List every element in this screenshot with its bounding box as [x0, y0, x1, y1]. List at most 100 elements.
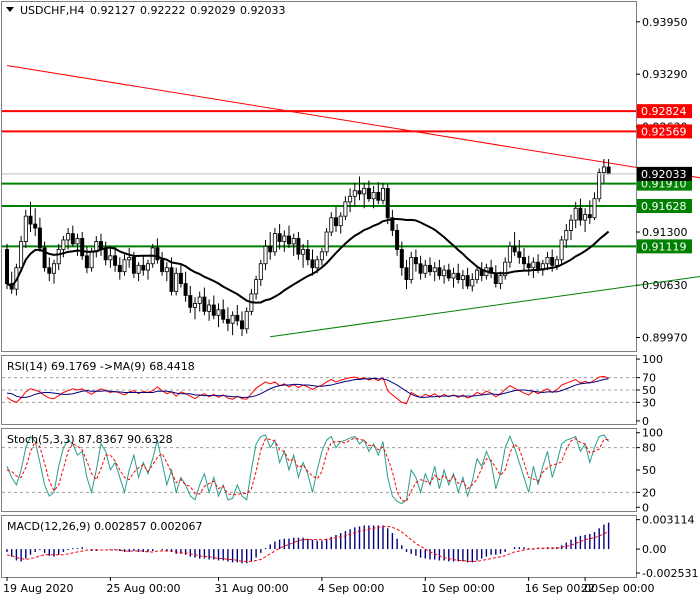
- bear-candle: [42, 247, 47, 269]
- stoch-tick-label: 100: [642, 427, 663, 440]
- bear-candle: [427, 264, 432, 273]
- bear-candle: [305, 249, 310, 261]
- bull-candle: [380, 187, 385, 201]
- bear-candle: [385, 187, 390, 219]
- bull-candle: [127, 257, 132, 261]
- bull-candle: [122, 259, 127, 273]
- bull-candle: [352, 190, 357, 197]
- bull-candle: [601, 166, 606, 173]
- bull-candle: [197, 296, 202, 304]
- rsi-title: RSI(14) 69.1769 ->MA(9) 68.4418: [7, 360, 195, 373]
- bear-candle: [512, 245, 517, 253]
- bear-candle: [522, 257, 527, 265]
- bull-candle: [216, 309, 221, 316]
- level-price-tag: [637, 199, 692, 214]
- bull-candle: [597, 172, 602, 200]
- bull-candle: [474, 269, 479, 281]
- bull-candle: [315, 259, 320, 269]
- bear-candle: [155, 247, 160, 261]
- bull-candle: [559, 239, 564, 261]
- price-panel-frame: [1, 1, 637, 352]
- bull-candle: [531, 261, 536, 269]
- time-tick-label: 16 Sep 00:00: [525, 582, 598, 595]
- bull-candle: [507, 245, 512, 263]
- bull-candle: [23, 215, 28, 242]
- level-price-label: 0.91910: [641, 178, 687, 191]
- bull-candle: [19, 241, 24, 269]
- macd-title: MACD(12,26,9) 0.002857 0.002067: [7, 520, 203, 533]
- macd-tick-label: 0.003114: [642, 514, 695, 527]
- bull-candle: [348, 195, 353, 203]
- bull-candle: [108, 255, 113, 261]
- bull-candle: [301, 249, 306, 255]
- level-price-label: 0.92824: [641, 105, 687, 118]
- stoch-tick-label: 80: [642, 442, 656, 455]
- macd-panel: 0.003114 0.00 -0.002531: [6, 514, 698, 580]
- bull-candle: [192, 303, 197, 308]
- descending-resistance-trendline: [6, 64, 700, 179]
- bull-candle: [470, 279, 475, 287]
- price-tick-label: 0.90630: [642, 279, 688, 292]
- bear-candle: [413, 257, 418, 265]
- bear-candle: [376, 191, 381, 201]
- bear-candle: [465, 275, 470, 287]
- bull-candle: [338, 215, 343, 227]
- bull-candle: [61, 239, 66, 250]
- bear-candle: [517, 251, 522, 258]
- bear-candle: [310, 259, 315, 269]
- bull-candle: [254, 279, 259, 295]
- bull-candle: [460, 275, 465, 281]
- time-tick-label: 19 Aug 2020: [3, 582, 73, 595]
- bear-candle: [395, 230, 400, 250]
- symbol-title: USDCHF,H4: [20, 4, 85, 17]
- bear-candle: [225, 318, 230, 324]
- time-tick-label: 22 Sep 00:00: [581, 582, 654, 595]
- bull-candle: [230, 314, 235, 324]
- bull-candle: [573, 207, 578, 221]
- bull-candle: [362, 187, 367, 195]
- price-tick-label: 0.93950: [642, 16, 688, 29]
- bull-candle: [244, 310, 249, 330]
- bull-candle: [164, 267, 169, 273]
- bear-candle: [268, 245, 273, 253]
- bear-candle: [277, 233, 282, 242]
- bear-candle: [84, 255, 89, 269]
- bear-candle: [47, 267, 52, 274]
- bull-candle: [564, 230, 569, 241]
- bear-candle: [286, 235, 291, 245]
- macd-tick-label: -0.002531: [642, 567, 698, 580]
- bull-candle: [291, 237, 296, 245]
- bear-candle: [211, 304, 216, 316]
- bear-candle: [80, 237, 85, 257]
- bear-candle: [550, 257, 555, 266]
- bear-candle: [5, 249, 10, 284]
- ohlc-close: 0.92033: [240, 4, 286, 17]
- bear-candle: [437, 267, 442, 277]
- level-price-label: 0.91119: [641, 240, 687, 253]
- stoch-title: Stoch(5,3,3) 87.8367 90.6328: [7, 433, 173, 446]
- rsi-tick-label: 100: [642, 353, 663, 366]
- price-tick-label: 0.89970: [642, 332, 688, 345]
- bull-candle: [583, 214, 588, 221]
- bear-candle: [235, 314, 240, 322]
- rsi-tick-label: 70: [642, 372, 656, 385]
- stoch-series-line: [6, 434, 610, 505]
- rsi-tick-label: 0: [642, 415, 649, 428]
- level-price-label: 0.92569: [641, 125, 687, 138]
- bull-candle: [272, 233, 277, 253]
- ascending-support-trendline: [270, 276, 700, 338]
- level-price-tag: [637, 124, 692, 139]
- bear-candle: [446, 269, 451, 279]
- level-price-label: 0.91628: [641, 200, 687, 213]
- macd-signal-line: [6, 525, 609, 562]
- bear-candle: [117, 264, 122, 273]
- bull-candle: [503, 261, 508, 277]
- time-tick-label: 4 Sep 00:00: [318, 582, 384, 595]
- rsi-tick-label: 50: [642, 384, 656, 397]
- bull-candle: [324, 231, 329, 253]
- level-price-tag: [637, 239, 692, 254]
- bear-candle: [606, 166, 611, 175]
- bear-candle: [399, 249, 404, 269]
